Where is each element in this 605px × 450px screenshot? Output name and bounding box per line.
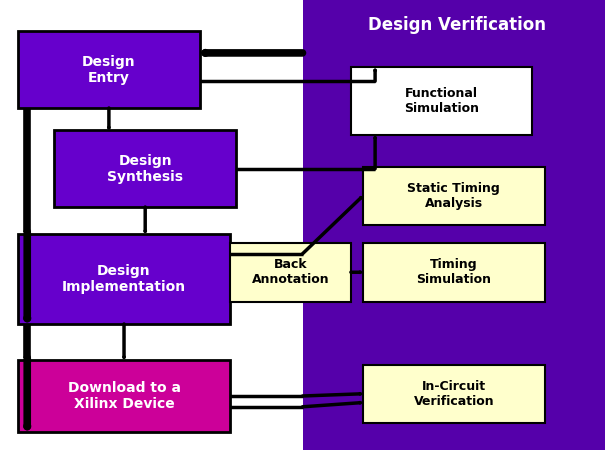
Text: In-Circuit
Verification: In-Circuit Verification bbox=[413, 380, 494, 408]
Bar bbox=[18, 360, 230, 432]
Text: Timing
Simulation: Timing Simulation bbox=[416, 258, 491, 286]
Text: Design
Implementation: Design Implementation bbox=[62, 264, 186, 294]
Bar bbox=[302, 0, 605, 450]
Bar bbox=[18, 32, 200, 108]
Bar bbox=[54, 130, 236, 207]
Text: Back
Annotation: Back Annotation bbox=[252, 258, 329, 286]
Bar bbox=[363, 166, 544, 225]
Text: Design Verification: Design Verification bbox=[368, 16, 546, 34]
Text: Functional
Simulation: Functional Simulation bbox=[404, 87, 479, 115]
Bar bbox=[363, 364, 544, 423]
Text: Static Timing
Analysis: Static Timing Analysis bbox=[407, 182, 500, 210]
Bar bbox=[18, 234, 230, 324]
Text: Design
Synthesis: Design Synthesis bbox=[107, 153, 183, 184]
Bar bbox=[230, 243, 351, 302]
Bar bbox=[363, 243, 544, 302]
Text: Design
Entry: Design Entry bbox=[82, 54, 136, 85]
Bar bbox=[351, 68, 532, 135]
Text: Download to a
Xilinx Device: Download to a Xilinx Device bbox=[68, 381, 180, 411]
